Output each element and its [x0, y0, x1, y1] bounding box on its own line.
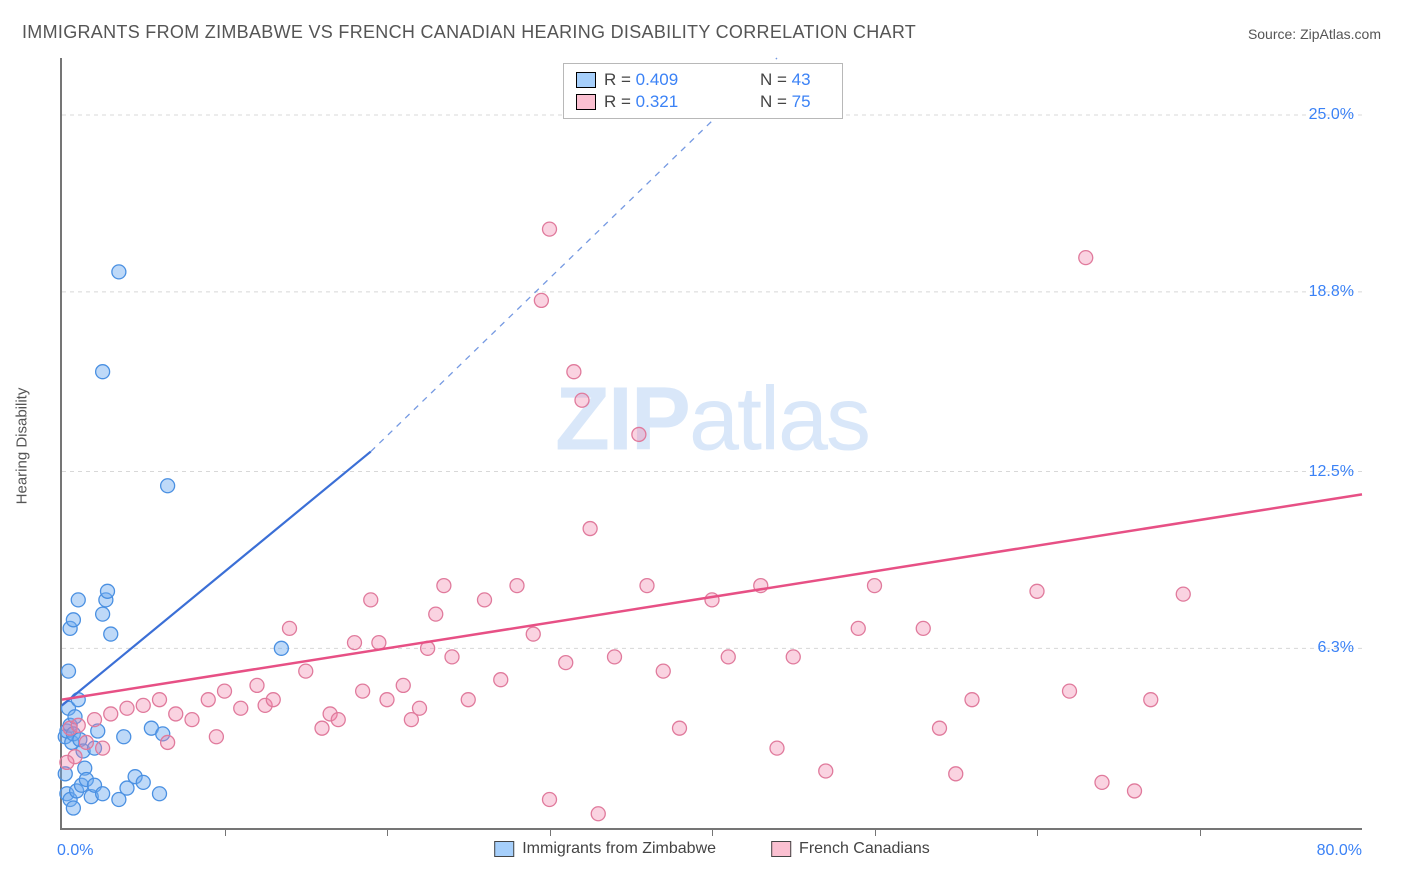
x-tick-mark — [225, 828, 226, 836]
stats-row-1-r: R = 0.409 — [604, 70, 754, 90]
swatch-blue-icon — [576, 72, 596, 88]
legend-item-french: French Canadians — [771, 840, 930, 858]
chart-container: IMMIGRANTS FROM ZIMBABWE VS FRENCH CANAD… — [0, 0, 1406, 892]
x-tick-mark — [875, 828, 876, 836]
x-axis-max: 80.0% — [1317, 842, 1362, 860]
legend-label-french: French Canadians — [799, 840, 930, 858]
x-tick-mark — [1200, 828, 1201, 836]
source-attribution: Source: ZipAtlas.com — [1248, 26, 1381, 42]
x-tick-mark — [550, 828, 551, 836]
x-tick-mark — [387, 828, 388, 836]
swatch-pink-icon — [771, 841, 791, 857]
x-tick-mark — [712, 828, 713, 836]
x-tick-mark — [1037, 828, 1038, 836]
y-tick-label: 25.0% — [1309, 106, 1354, 124]
stats-row-2-r: R = 0.321 — [604, 92, 754, 112]
plot-area: ZIPatlas 6.3%12.5%18.8%25.0% 0.0% 80.0% … — [60, 58, 1362, 830]
y-tick-label: 12.5% — [1309, 463, 1354, 481]
stats-row-1-n: N = 43 — [760, 70, 830, 90]
swatch-pink-icon — [576, 94, 596, 110]
y-axis-label: Hearing Disability — [14, 388, 31, 505]
source-prefix: Source: — [1248, 26, 1300, 42]
legend-item-zimbabwe: Immigrants from Zimbabwe — [494, 840, 716, 858]
y-tick-label: 6.3% — [1318, 639, 1354, 657]
chart-title: IMMIGRANTS FROM ZIMBABWE VS FRENCH CANAD… — [22, 22, 916, 43]
stats-row-2-n: N = 75 — [760, 92, 830, 112]
stats-box: R = 0.409 N = 43 R = 0.321 N = 75 — [563, 63, 843, 119]
source-link[interactable]: ZipAtlas.com — [1300, 26, 1381, 42]
swatch-blue-icon — [494, 841, 514, 857]
legend: Immigrants from Zimbabwe French Canadian… — [494, 840, 930, 858]
legend-label-zimbabwe: Immigrants from Zimbabwe — [522, 840, 716, 858]
x-axis-min: 0.0% — [57, 842, 93, 860]
y-tick-label: 18.8% — [1309, 283, 1354, 301]
chart-svg — [62, 58, 1362, 828]
